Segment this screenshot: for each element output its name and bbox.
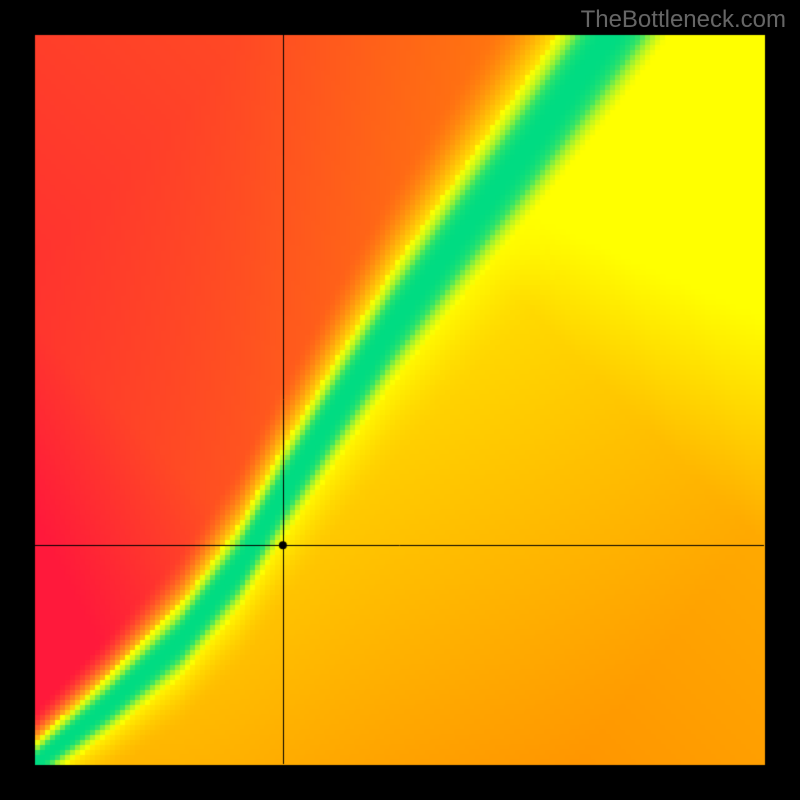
chart-stage: TheBottleneck.com (0, 0, 800, 800)
watermark-label: TheBottleneck.com (581, 6, 786, 34)
heatmap-canvas (0, 0, 800, 800)
